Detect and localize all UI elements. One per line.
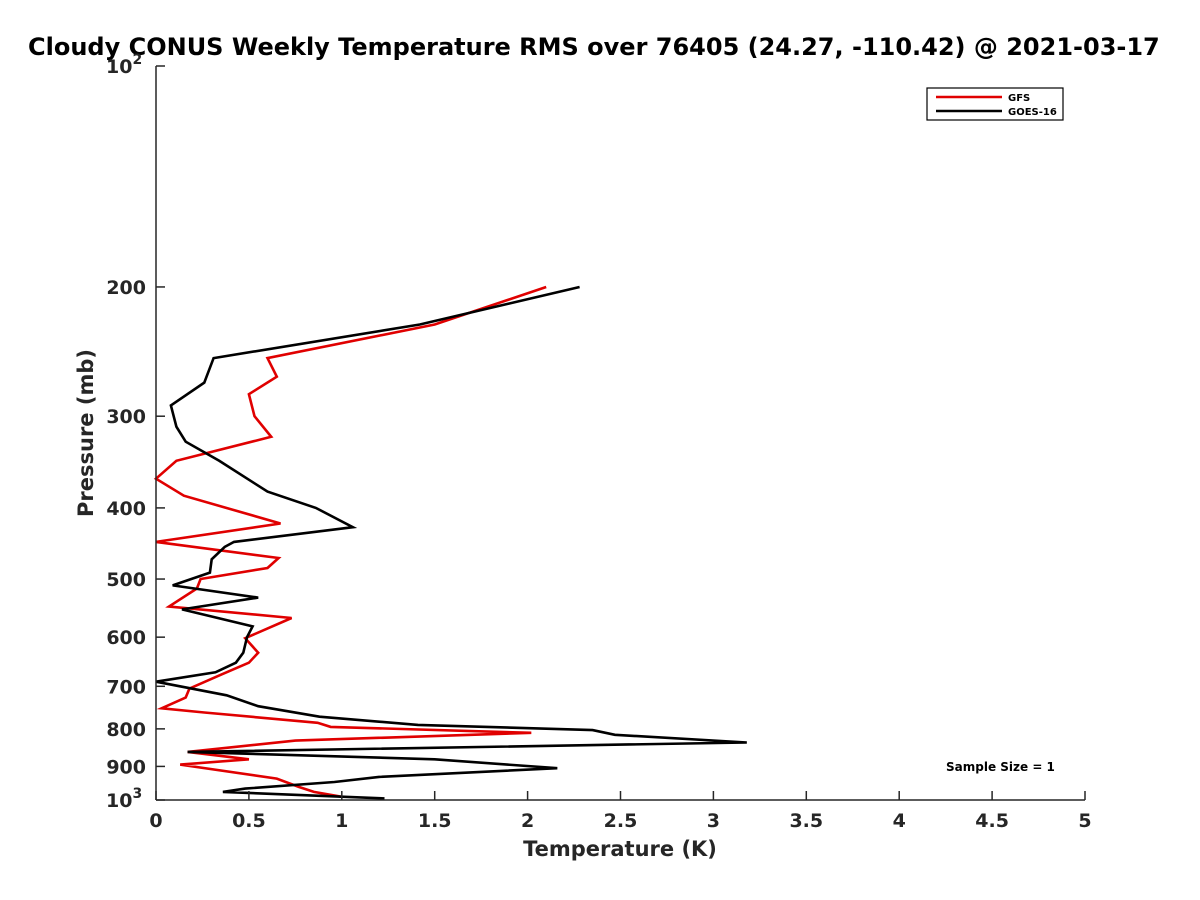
legend-label-gfs: GFS bbox=[1008, 93, 1030, 104]
y-tick-label: 103 bbox=[106, 786, 142, 812]
y-tick-label: 400 bbox=[106, 498, 146, 520]
x-tick-label: 4.5 bbox=[975, 810, 1009, 832]
y-tick-label: 800 bbox=[106, 719, 146, 741]
y-tick-label: 200 bbox=[106, 277, 146, 299]
x-tick-label: 2 bbox=[521, 810, 534, 832]
x-tick-label: 4 bbox=[893, 810, 906, 832]
y-tick-base: 10 bbox=[106, 790, 132, 812]
sample-size-annotation: Sample Size = 1 bbox=[946, 760, 1055, 774]
y-tick-exponent: 3 bbox=[132, 786, 142, 802]
x-tick-label: 3 bbox=[707, 810, 720, 832]
x-tick-label: 5 bbox=[1078, 810, 1091, 832]
legend-box bbox=[926, 87, 1064, 121]
y-tick-label: 600 bbox=[106, 627, 146, 649]
x-tick-label: 0 bbox=[149, 810, 162, 832]
x-tick-label: 2.5 bbox=[604, 810, 638, 832]
x-tick-label: 1.5 bbox=[418, 810, 452, 832]
legend-label-goes16: GOES-16 bbox=[1008, 107, 1057, 118]
x-axis-label: Temperature (K) bbox=[523, 837, 717, 861]
y-tick-label: 900 bbox=[106, 756, 146, 778]
series-line-goes16 bbox=[155, 285, 747, 800]
y-tick-base: 10 bbox=[106, 56, 132, 78]
chart-title: Cloudy CONUS Weekly Temperature RMS over… bbox=[28, 33, 1160, 61]
y-tick-label: 500 bbox=[106, 569, 146, 591]
x-tick-label: 1 bbox=[335, 810, 348, 832]
y-tick-label: 700 bbox=[106, 676, 146, 698]
plot-area bbox=[156, 66, 1085, 800]
y-axis-label: Pressure (mb) bbox=[74, 349, 98, 517]
x-tick-label: 0.5 bbox=[232, 810, 266, 832]
y-tick-exponent: 2 bbox=[132, 52, 142, 68]
legend: GFS GOES-16 bbox=[926, 87, 1064, 121]
y-tick-label: 102 bbox=[106, 52, 142, 78]
series-layer bbox=[153, 285, 747, 800]
x-tick-label: 3.5 bbox=[789, 810, 823, 832]
y-tick-label: 300 bbox=[106, 406, 146, 428]
x-ticks: 0 0.5 1 1.5 2 2.5 3 3.5 4 4.5 5 bbox=[149, 791, 1092, 832]
